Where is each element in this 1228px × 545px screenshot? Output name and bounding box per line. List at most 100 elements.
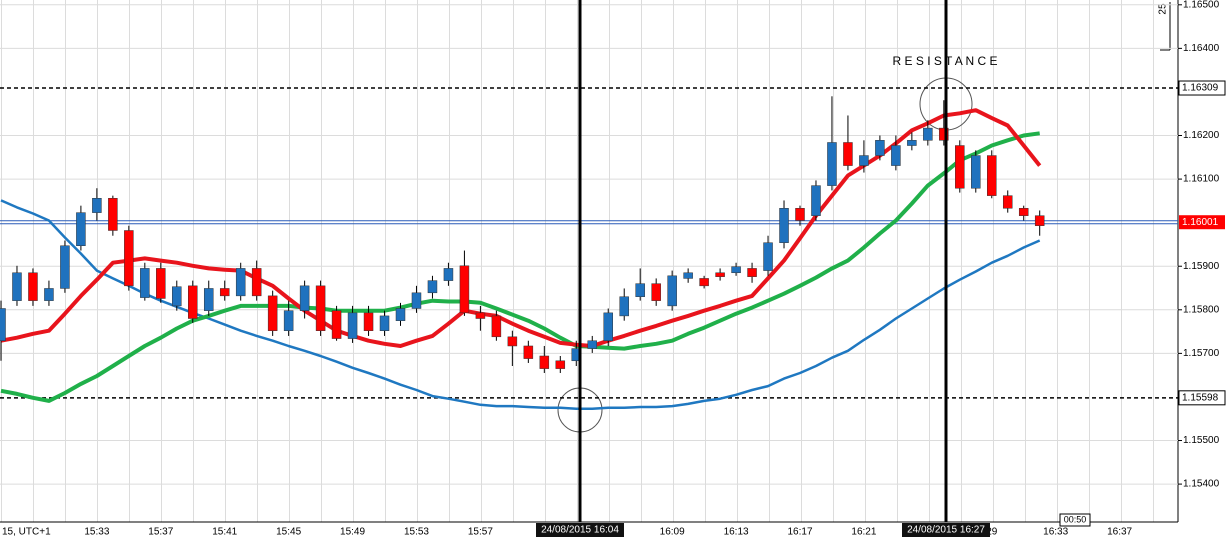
x-tick-label: 15:53 [404,527,429,538]
candle-body [475,312,486,319]
candle-body [92,198,102,213]
y-tick-label: 1.15900 [1183,261,1220,272]
x-tick-label: 16:17 [787,527,812,538]
candle-body [331,310,342,339]
candle-body [923,127,933,141]
cursor-label: 24/08/2015 16:04 [541,525,619,536]
candle-body [12,272,22,301]
candle-body [987,155,997,196]
candle-body [667,275,677,307]
y-tick-label: 1.16400 [1183,43,1220,54]
candle-body [203,288,214,311]
candle-body [907,140,917,146]
candle-body [747,268,757,277]
x-tick-label: 16:09 [660,527,685,538]
candle-body [0,308,6,341]
candle-body [827,142,837,186]
cursor-label: 24/08/2015 16:27 [907,525,985,536]
x-tick-label: 16:33 [1043,527,1068,538]
candle-body [619,296,629,317]
candle-body [60,245,70,289]
candle-body [156,268,166,299]
candle-body [219,288,230,297]
candle-body [235,268,246,297]
x-tick-label: 15:57 [468,527,493,538]
candle-body [411,292,422,309]
candle-body [763,242,773,271]
candle-body [363,312,374,331]
candle-body [715,272,725,277]
candle-body [379,315,390,331]
candle-body [1034,215,1045,226]
candle-body [731,266,741,274]
y-tick-label: 1.15700 [1183,348,1220,359]
x-tick-label: 15:33 [84,527,109,538]
vertical-grid [0,0,1178,522]
candle-body [108,198,118,231]
time-zone-label: 15, UTC+1 [2,527,51,538]
candle-body [315,285,326,331]
x-tick-label: 15:41 [212,527,237,538]
y-tick-label: 1.16200 [1183,130,1220,141]
candle-body [651,283,661,301]
y-tick-label: 1.15400 [1183,479,1220,490]
candle-body [699,278,709,287]
candle-body [251,268,262,297]
candle-body [172,286,182,307]
x-tick-label: 16:37 [1107,527,1132,538]
candle-body [859,155,869,166]
candle-body [875,140,885,156]
candle-body [44,288,54,301]
candle-body [140,268,150,298]
candle-body [795,208,805,221]
candle-body [539,355,550,369]
candle-body [267,295,278,331]
candle-body [124,230,134,287]
candle-body [188,285,198,319]
candle-body [395,308,406,321]
candle-body [843,142,853,166]
x-tick-label: 15:45 [276,527,301,538]
candle-body [955,145,965,189]
candle-body [507,336,518,347]
candle-body [443,268,454,281]
candle-body [635,283,645,297]
candle-body [555,360,566,369]
x-tick-label: 29 [986,527,998,538]
candle-body [939,127,949,141]
countdown-box [1059,513,1091,527]
candle-body [491,315,502,338]
candle-body [1018,208,1029,216]
price-tag-label: 1.15598 [1182,392,1219,403]
y-tick-label: 1.15500 [1183,435,1220,446]
candle-body [459,265,470,314]
x-tick-label: 16:21 [851,527,876,538]
cursor-label-box [536,523,624,537]
candle-body [779,208,789,243]
candle-body [299,285,310,311]
countdown-label: 00:50 [1064,514,1087,524]
candle-body [971,155,981,189]
candle-body [683,272,693,279]
candle-body [587,340,598,349]
price-tag [1178,80,1226,96]
candle-body [283,310,294,331]
y-tick-label: 1.15800 [1183,304,1220,315]
candle-body [811,185,821,216]
x-tick-label: 15:37 [148,527,173,538]
y-tick-label: 1.16100 [1183,174,1220,185]
candle-body [28,272,38,301]
current-price-tag [1179,215,1225,230]
y-tick-label: 1.16500 [1183,0,1220,10]
candle-body [76,212,86,246]
x-tick-label: 15:49 [340,527,365,538]
candle-body [1002,195,1013,209]
moving-average-line [0,131,1040,403]
price-tag-label: 1.16309 [1182,83,1219,94]
candle-body [427,280,438,294]
cursor-label-box [902,523,990,537]
candle-body [603,312,613,341]
x-tick-label: 16:13 [724,527,749,538]
candle-body [891,145,901,166]
